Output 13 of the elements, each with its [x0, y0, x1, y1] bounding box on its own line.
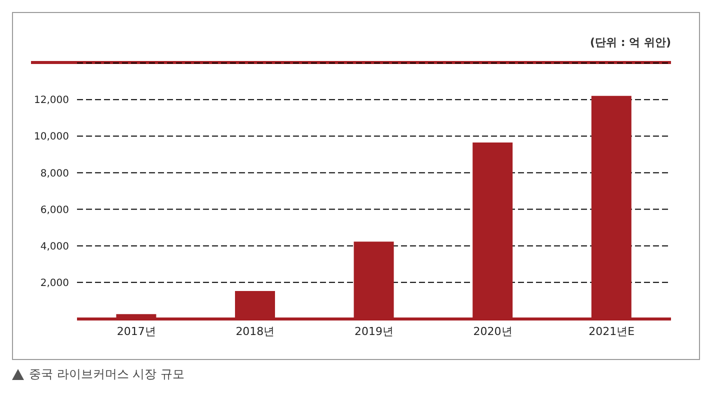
y-tick-label: 10,000 [34, 132, 69, 143]
text: 중국 라이브커머스 시장 규모 [29, 366, 184, 383]
y-tick-label: 2,000 [40, 278, 69, 289]
y-tick-label: 4,000 [40, 241, 69, 252]
text: (단위 : 억 위안) [590, 35, 671, 50]
y-tick-label: 6,000 [40, 204, 69, 216]
x-tick-label: 2021년E [588, 324, 635, 338]
x-tick-label: 2020년 [473, 324, 512, 338]
x-tick-label: 2017년 [116, 324, 156, 338]
x-tick-label: 2018년 [236, 324, 275, 338]
y-tick-label: 12,000 [34, 95, 69, 106]
x-tick-label: 2019년 [354, 324, 394, 338]
y-tick-label: 8,000 [40, 168, 69, 180]
